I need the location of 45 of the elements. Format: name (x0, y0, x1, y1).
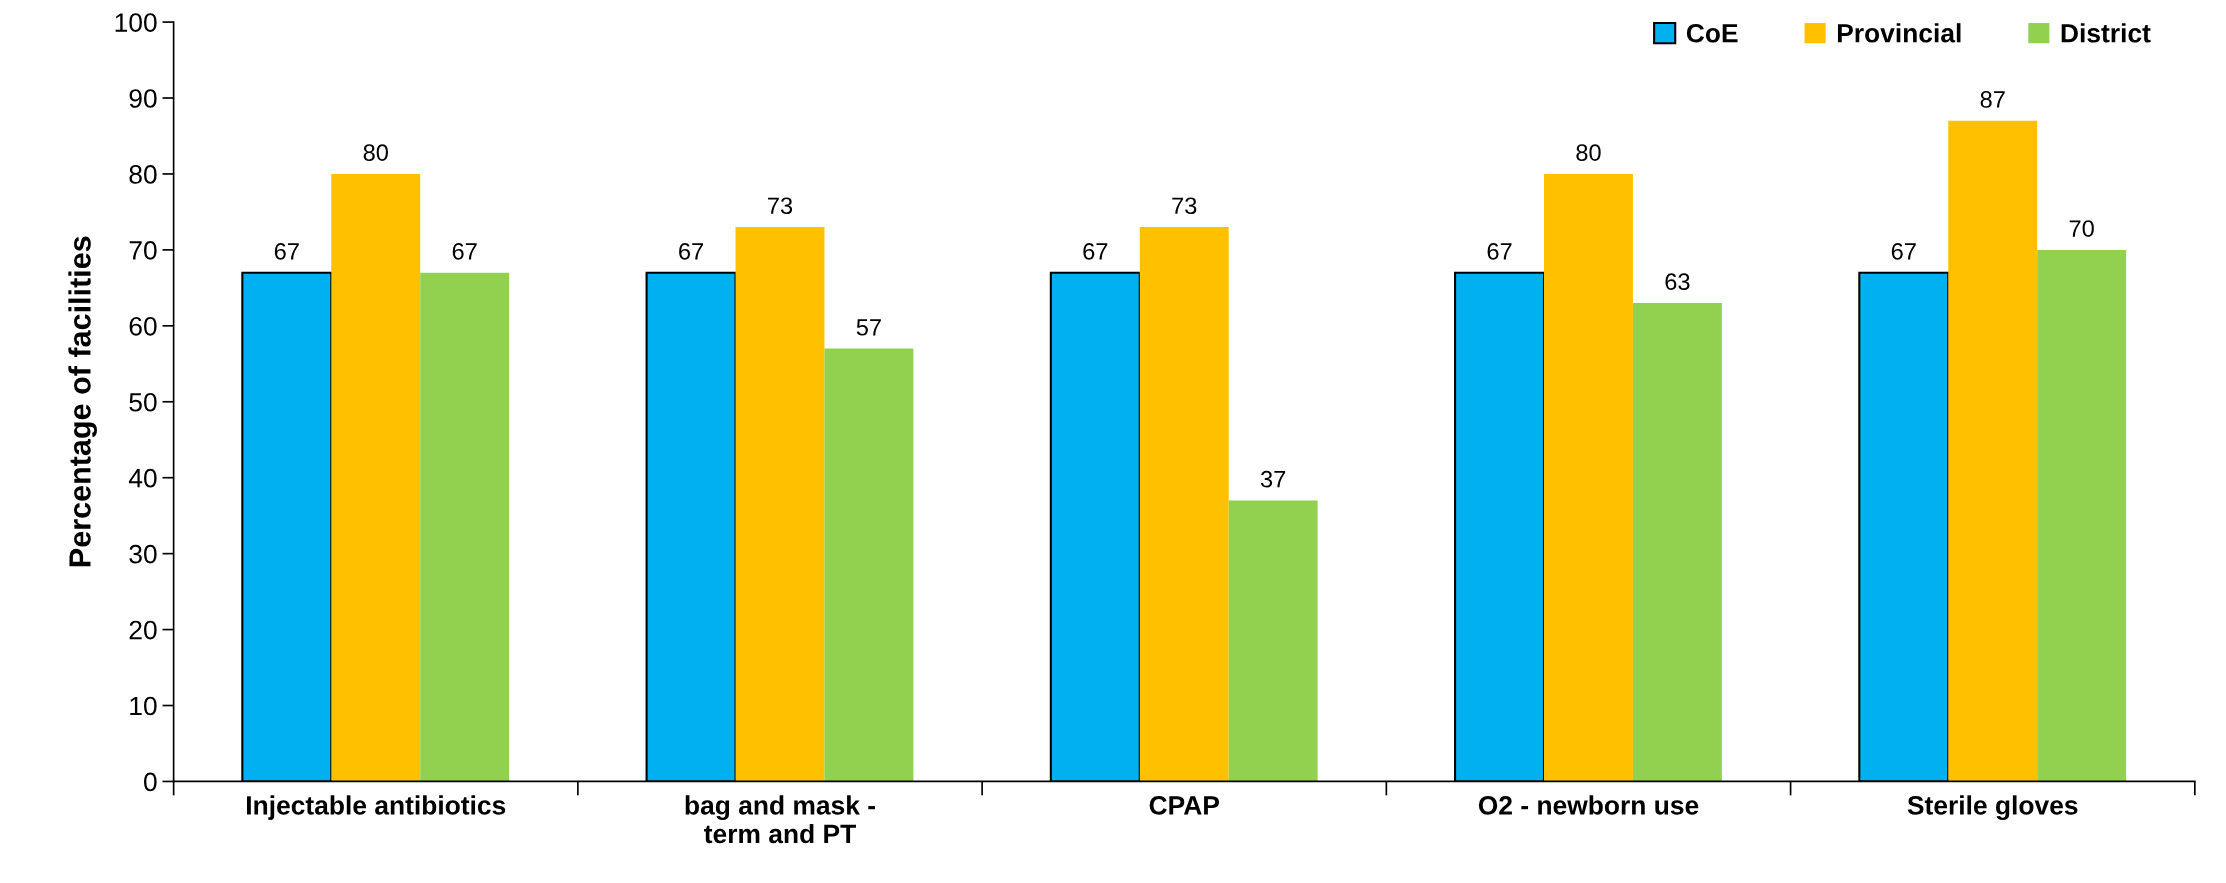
y-tick-label: 90 (129, 89, 157, 108)
data-label: 67 (452, 242, 477, 260)
legend-label: CoE (1686, 23, 1738, 43)
data-label: 57 (856, 319, 881, 336)
data-label: 37 (1260, 470, 1286, 488)
y-tick-label: 30 (129, 544, 157, 564)
data-label: 80 (1576, 144, 1601, 161)
x-tick-label: Injectable antibiotics (247, 795, 506, 820)
bar (735, 227, 825, 782)
x-tick-label: Sterile gloves (1907, 795, 2078, 821)
bar (1228, 500, 1318, 782)
y-tick-label: 40 (128, 468, 157, 488)
data-label: 67 (679, 242, 703, 260)
data-label: 80 (363, 144, 388, 161)
y-tick-label: 10 (130, 696, 157, 716)
y-axis-title: Percentage of facilities (68, 236, 97, 567)
bar (1139, 227, 1229, 782)
data-label: 73 (1172, 197, 1197, 215)
legend-label: Provincial (1837, 23, 1961, 43)
bar (331, 173, 421, 782)
y-tick-label: 0 (144, 772, 157, 792)
bar (1632, 303, 1722, 782)
y-tick-label: 50 (129, 392, 157, 412)
data-label: 70 (2069, 220, 2094, 237)
bar (824, 348, 914, 782)
y-tick-label: 70 (129, 241, 157, 260)
data-label: 67 (1083, 242, 1108, 260)
y-tick-label: 80 (129, 165, 157, 184)
x-tick-label: bag and mask - term and PT (685, 795, 875, 844)
x-tick-label: CPAP (1149, 796, 1220, 815)
bar (2037, 249, 2127, 782)
data-label: 67 (274, 242, 299, 260)
x-tick-label: O2 - newborn use (1478, 795, 1699, 815)
legend-label: District (2061, 23, 2151, 43)
y-tick-label: 20 (129, 620, 157, 640)
bar (1948, 120, 2038, 782)
bar (1544, 173, 1633, 782)
data-label: 87 (1980, 91, 2005, 108)
bar (420, 272, 510, 782)
data-label: 67 (1487, 242, 1512, 260)
data-label: 67 (1891, 242, 1916, 260)
data-label: 63 (1665, 273, 1690, 291)
y-tick-label: 60 (129, 316, 157, 336)
data-label: 73 (768, 197, 793, 215)
y-tick-label: 100 (115, 13, 157, 32)
